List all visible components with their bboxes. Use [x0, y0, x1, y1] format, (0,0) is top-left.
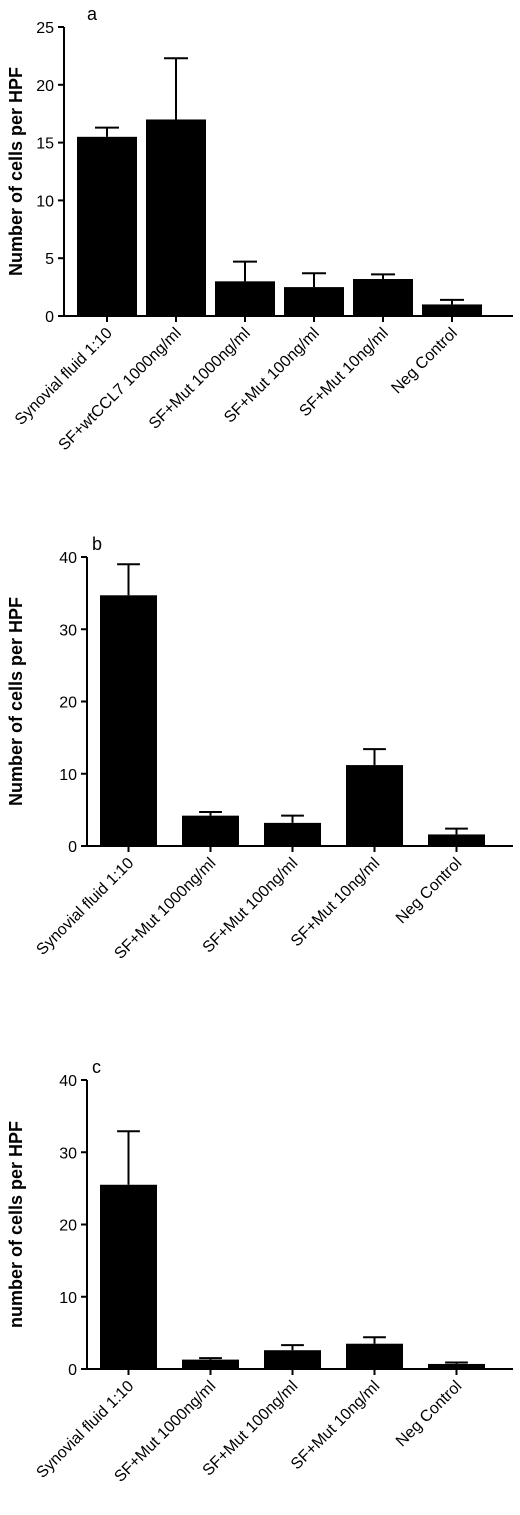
y-tick-label: 30	[59, 622, 77, 639]
category-label: SF+wtCCL7 1000ng/ml	[56, 325, 185, 454]
y-tick-label: 0	[45, 309, 54, 326]
y-tick-label: 20	[59, 695, 77, 712]
y-tick-label: 20	[59, 1218, 77, 1235]
y-tick-label: 0	[68, 839, 77, 856]
category-label: Neg Control	[388, 325, 460, 397]
bar	[77, 136, 137, 316]
y-tick-label: 10	[59, 1290, 77, 1307]
bar	[422, 304, 482, 316]
y-tick-label: 10	[59, 767, 77, 784]
y-tick-label: 25	[36, 20, 54, 37]
y-tick-label: 10	[36, 193, 54, 210]
bar	[182, 1359, 239, 1369]
bar	[100, 595, 157, 846]
category-label: Neg Control	[393, 1378, 465, 1450]
bar	[284, 287, 344, 316]
bar	[264, 1350, 321, 1369]
bar	[264, 822, 321, 846]
bar	[346, 765, 403, 846]
y-tick-label: 40	[59, 1073, 77, 1090]
y-tick-label: 15	[36, 136, 54, 153]
y-tick-label: 30	[59, 1145, 77, 1162]
bar	[346, 1343, 403, 1369]
y-tick-label: 20	[36, 78, 54, 95]
y-tick-label: 40	[59, 550, 77, 567]
category-label: SF+Mut 10ng/ml	[288, 1378, 383, 1473]
bar	[215, 281, 275, 316]
panel-label: c	[92, 1057, 101, 1077]
y-tick-label: 5	[45, 251, 54, 268]
y-axis-label: Number of cells per HPF	[6, 67, 26, 276]
bar	[182, 815, 239, 846]
category-label: SF+Mut 10ng/ml	[288, 855, 383, 950]
bar	[428, 834, 485, 846]
y-axis-label: number of cells per HPF	[6, 1121, 26, 1328]
bar	[428, 1363, 485, 1369]
panel-label: b	[92, 534, 102, 554]
bar	[146, 119, 206, 316]
bar	[353, 279, 413, 316]
y-axis-label: Number of cells per HPF	[6, 597, 26, 806]
category-label: Neg Control	[393, 855, 465, 927]
bar	[100, 1184, 157, 1369]
y-tick-label: 0	[68, 1362, 77, 1379]
panel-label: a	[87, 4, 98, 24]
